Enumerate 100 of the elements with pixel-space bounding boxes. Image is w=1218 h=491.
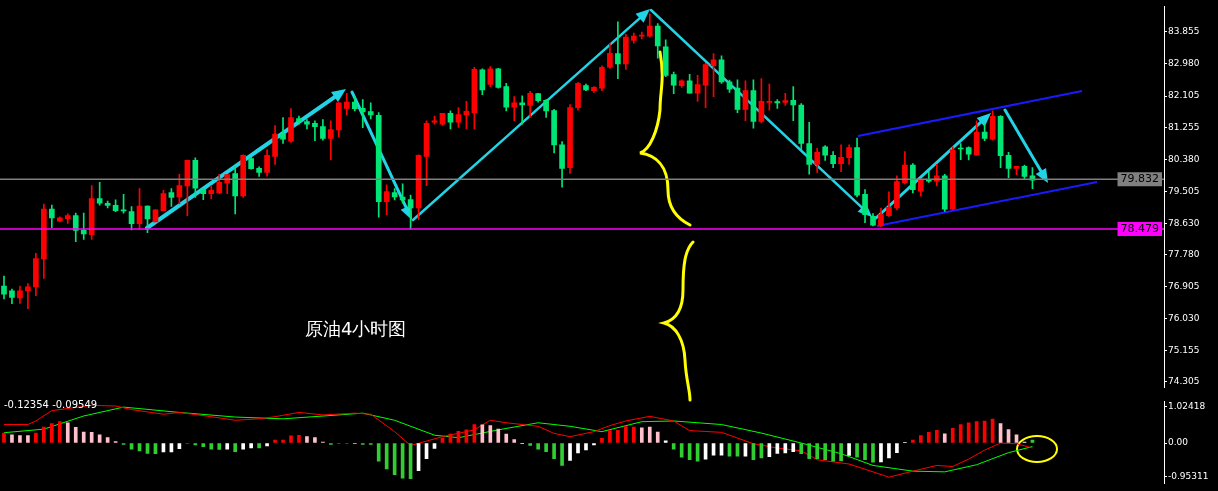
candlestick (328, 120, 334, 161)
bar (257, 443, 261, 449)
bar (249, 443, 253, 449)
bar (10, 434, 14, 443)
y-tick-label: 82.105 (1168, 90, 1200, 101)
y-tick-label: 76.030 (1168, 313, 1200, 324)
bar (815, 443, 820, 460)
bar (209, 443, 214, 450)
bar (225, 443, 230, 450)
bar (65, 422, 70, 443)
bar (911, 439, 915, 443)
bar (855, 443, 859, 458)
bar (568, 443, 572, 461)
bar (265, 443, 269, 447)
ref-line-label: 79.832 (1120, 172, 1160, 186)
candlestick (25, 283, 31, 310)
bar (26, 435, 30, 443)
bar (863, 443, 867, 461)
bar (2, 432, 6, 443)
bar (488, 425, 493, 443)
bar (671, 443, 676, 450)
bar (512, 439, 517, 443)
candlestick (519, 95, 526, 125)
y-tick-label: 80.380 (1168, 153, 1200, 164)
bar (783, 443, 788, 454)
bar (34, 432, 38, 443)
bar (552, 443, 556, 460)
bar (89, 432, 94, 443)
bar (807, 443, 812, 460)
bar (281, 439, 285, 443)
y-tick-label: 77.780 (1168, 248, 1200, 259)
bar (799, 443, 804, 455)
bar (934, 429, 939, 443)
bar (942, 433, 947, 443)
bar (839, 443, 843, 462)
bar (201, 443, 206, 447)
bar (289, 435, 293, 443)
bar (18, 435, 22, 443)
bar (926, 432, 931, 443)
y-tick-label: 0.00 (1168, 437, 1189, 448)
bar (663, 440, 668, 443)
y-tick-label: 78.630 (1168, 217, 1200, 228)
bar (241, 443, 245, 450)
candlestick (280, 117, 286, 144)
bar (384, 443, 389, 470)
y-tick-label: 74.305 (1168, 376, 1200, 387)
bar (608, 430, 612, 443)
bar (376, 443, 381, 462)
bar (624, 426, 628, 443)
y-tick-label: 76.905 (1168, 280, 1200, 291)
bar (584, 443, 588, 451)
candlestick (367, 102, 374, 120)
bar (616, 429, 620, 443)
bar (871, 443, 875, 463)
bar (49, 423, 54, 443)
candlestick (80, 212, 87, 240)
bar (791, 443, 796, 452)
bar (432, 443, 437, 449)
bar (528, 443, 533, 446)
ref-line-label: 78.479 (1120, 221, 1160, 235)
y-tick-label: 79.505 (1168, 185, 1200, 196)
bar (544, 443, 548, 452)
annotation: -0.12354 -0.09549 (4, 398, 98, 410)
annotation: 原油4小时图 (305, 317, 407, 339)
bar (958, 424, 963, 443)
y-tick-label: 82.980 (1168, 58, 1200, 69)
bar (639, 427, 644, 443)
y-tick-label: 81.255 (1168, 121, 1200, 132)
y-tick-label: 75.155 (1168, 345, 1200, 356)
bar (966, 422, 971, 443)
bar (919, 435, 923, 443)
bar (81, 431, 86, 443)
bar (655, 431, 660, 443)
bar (233, 443, 238, 452)
candlestick (790, 86, 797, 122)
bar (631, 426, 636, 443)
bar (775, 443, 780, 454)
bar (217, 443, 222, 450)
bar (576, 443, 580, 454)
candlestick (615, 21, 621, 79)
bar (297, 434, 301, 443)
bar (42, 426, 46, 443)
bar (273, 439, 277, 443)
bar (536, 443, 540, 450)
bar (105, 437, 110, 443)
bar (879, 443, 883, 463)
bar (496, 428, 501, 443)
candlestick (312, 120, 318, 141)
bar (600, 438, 604, 443)
bar (950, 428, 955, 443)
bar (895, 443, 899, 453)
bar (647, 426, 652, 443)
bar (504, 433, 509, 443)
candlestick (774, 99, 781, 109)
bar (831, 443, 835, 462)
candlestick (359, 99, 366, 129)
bar (313, 437, 317, 443)
candlestick (782, 92, 789, 106)
candlestick (925, 170, 932, 183)
bar (73, 427, 78, 443)
